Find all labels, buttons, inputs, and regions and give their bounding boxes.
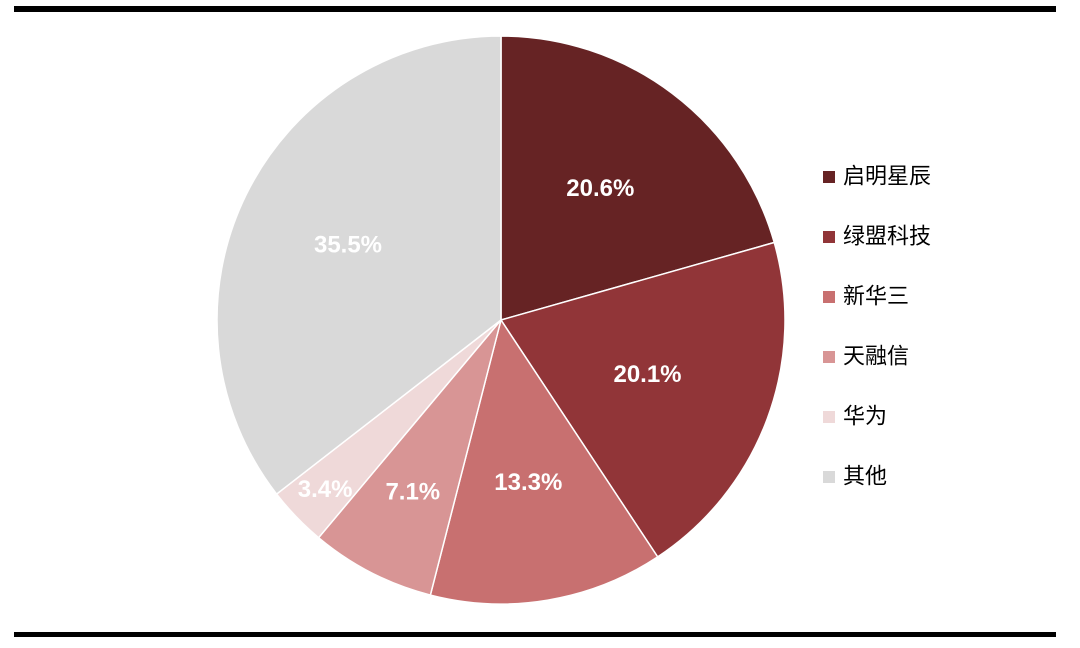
pie-slice-2 <box>499 241 786 558</box>
legend-swatch-6 <box>823 471 835 483</box>
slice-data-label-1: 20.6% <box>566 175 634 202</box>
slice-data-label-3: 13.3% <box>494 469 562 496</box>
slice-data-label-6: 35.5% <box>314 232 382 259</box>
pie-slice-3 <box>429 318 659 605</box>
pie-slice-4 <box>317 319 502 596</box>
legend-swatch-3 <box>823 291 835 303</box>
pie-slice-1 <box>500 35 776 321</box>
pie-slice-6 <box>216 35 502 496</box>
legend-swatch-2 <box>823 231 835 243</box>
slice-data-label-4: 7.1% <box>385 478 440 505</box>
top-rule <box>14 6 1056 12</box>
legend-label-1: 启明星辰 <box>843 165 931 190</box>
bottom-rule <box>14 632 1056 637</box>
legend-label-2: 绿盟科技 <box>843 225 931 250</box>
legend-swatch-5 <box>823 411 835 423</box>
legend-label-6: 其他 <box>843 465 887 490</box>
pie-labels: 20.6% 20.1% 13.3% 7.1% 3.4% 35.5% <box>298 175 682 505</box>
legend-label-4: 天融信 <box>843 345 909 370</box>
legend-label-5: 华为 <box>843 405 887 430</box>
slice-data-label-5: 3.4% <box>298 476 353 503</box>
legend-swatch-4 <box>823 351 835 363</box>
slice-data-label-2: 20.1% <box>613 361 681 388</box>
legend-label-3: 新华三 <box>843 285 909 310</box>
legend-swatch-1 <box>823 171 835 183</box>
pie-slices <box>216 35 786 605</box>
